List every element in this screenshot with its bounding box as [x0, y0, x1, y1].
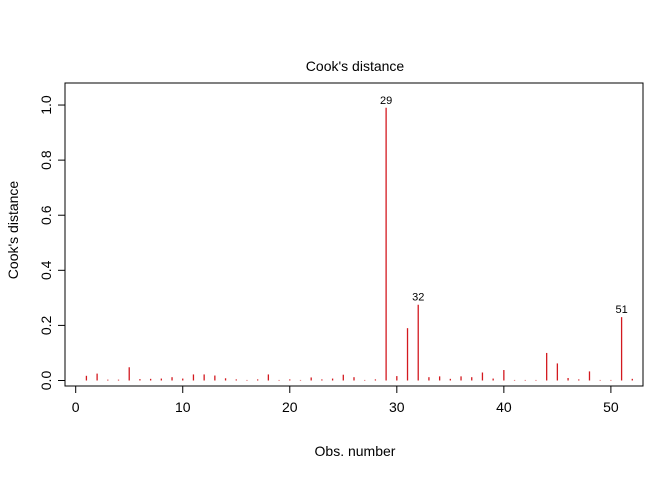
y-tick-label: 0.4 — [38, 260, 54, 280]
x-tick-label: 40 — [496, 399, 512, 415]
y-axis: 0.0 0.2 0.4 0.6 0.8 1.0 — [38, 95, 66, 391]
y-tick-label: 0.0 — [38, 371, 54, 391]
x-axis: 0 10 20 30 40 50 — [72, 385, 619, 415]
y-tick-label: 1.0 — [38, 95, 54, 115]
y-axis-label: Cook's distance — [5, 181, 21, 280]
x-tick-label: 0 — [72, 399, 80, 415]
point-labels: 29 32 51 — [380, 95, 628, 316]
y-tick-label: 0.6 — [38, 205, 54, 225]
x-tick-label: 30 — [389, 399, 405, 415]
point-label: 29 — [380, 95, 392, 107]
y-tick-label: 0.8 — [38, 150, 54, 170]
x-axis-label: Obs. number — [315, 443, 396, 459]
x-tick-label: 20 — [282, 399, 298, 415]
chart-title: Cook's distance — [306, 58, 405, 74]
point-label: 51 — [615, 304, 627, 316]
point-label: 32 — [412, 292, 424, 304]
bars — [85, 107, 633, 381]
x-tick-label: 10 — [175, 399, 191, 415]
x-tick-label: 50 — [603, 399, 619, 415]
y-tick-label: 0.2 — [38, 315, 54, 335]
plot-frame — [64, 82, 644, 387]
